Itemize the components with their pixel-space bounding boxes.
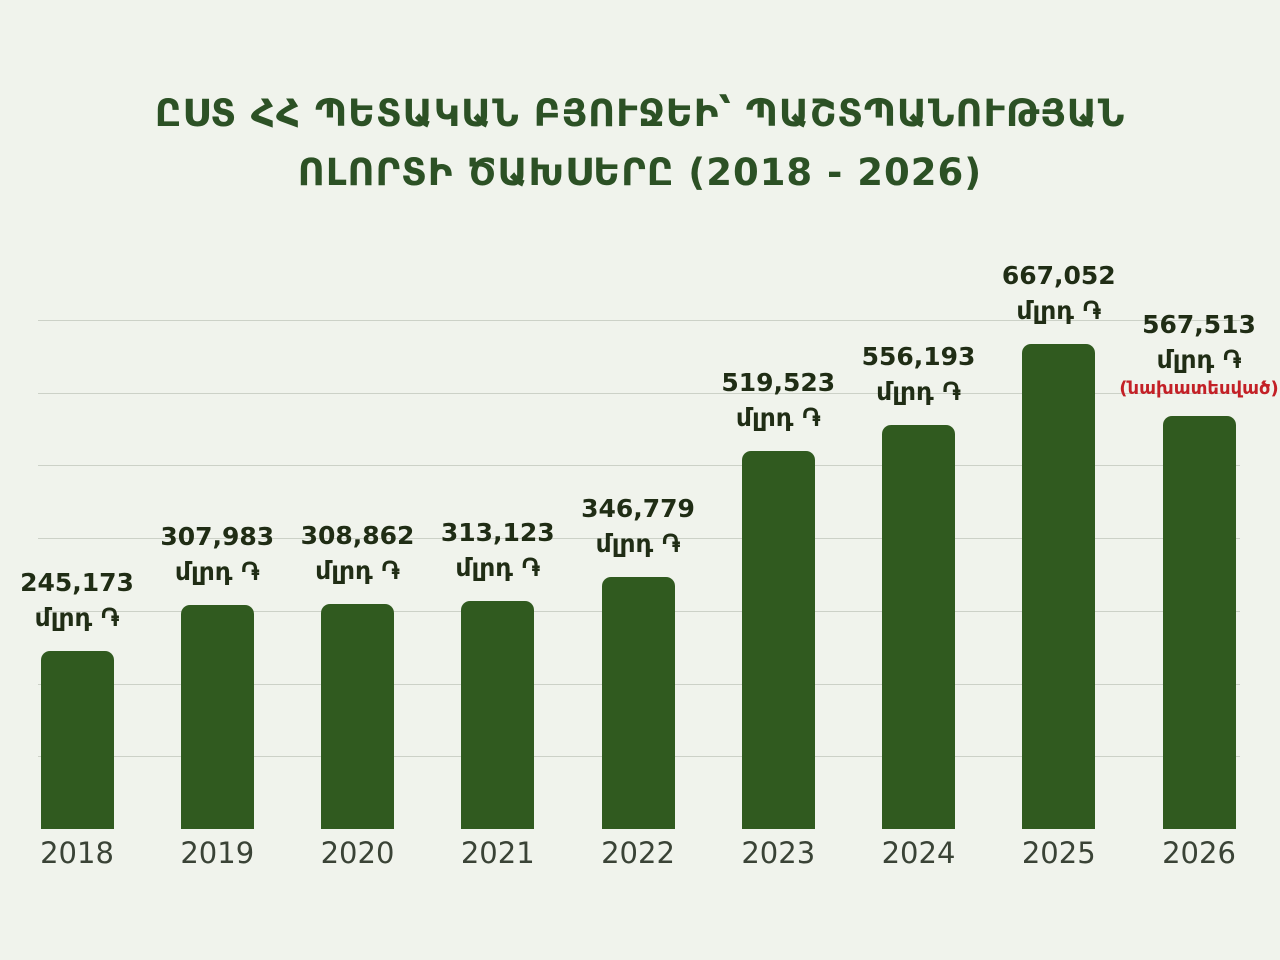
bar-value: 346,779 xyxy=(581,493,695,523)
bar-value: 307,983 xyxy=(160,522,275,552)
bar-value: 308,862 xyxy=(300,521,415,551)
gridline-600000 xyxy=(38,392,1240,394)
value-label-2018: 245,173 մլրդ ֏ xyxy=(0,565,187,635)
value-label-2019: 307,983 մլրդ ֏ xyxy=(107,519,327,589)
bar-unit: մլրդ ֏ xyxy=(315,556,400,586)
x-axis-label-2018: 2018 xyxy=(40,836,114,870)
gridline-700000 xyxy=(38,320,1240,321)
bar-value: 519,523 xyxy=(721,368,836,398)
bar-2018 xyxy=(40,650,114,829)
gridline-500000 xyxy=(38,465,1240,467)
bar-unit: մլրդ ֏ xyxy=(1016,295,1102,325)
value-label-2022: 346,779 մլրդ ֏ xyxy=(528,491,748,561)
bar-value: 313,123 xyxy=(440,518,555,548)
bar-unit: մլրդ ֏ xyxy=(1156,345,1242,375)
bar-value: 667,052 xyxy=(1001,260,1116,290)
chart-title: ԸՍՏ ՀՀ ՊԵՏԱԿԱՆ ԲՅՈՒՋԵԻ՝ ՊԱՇՏՊԱՆՈՒԹՅԱՆ ՈԼ… xyxy=(0,84,1280,202)
bar-2025 xyxy=(1022,343,1096,829)
value-label-2020: 308,862 մլրդ ֏ xyxy=(248,518,468,588)
value-label-2026: 567,513 մլրդ ֏ (նախատեսված) xyxy=(1089,307,1280,400)
value-label-2024: 556,193 մլրդ ֏ xyxy=(809,339,1029,409)
x-axis-label-2023: 2023 xyxy=(741,836,816,870)
bar-unit: մլրդ ֏ xyxy=(174,557,260,587)
bar-2022 xyxy=(601,576,675,829)
bar-unit: մլրդ ֏ xyxy=(735,403,821,433)
bar-2021 xyxy=(461,601,535,829)
bar-2019 xyxy=(180,605,254,829)
gridline-400000 xyxy=(38,538,1240,540)
x-axis-label-2021: 2021 xyxy=(460,836,535,870)
bar-value: 567,513 xyxy=(1142,310,1256,340)
value-label-2023: 519,523 մլրդ ֏ xyxy=(668,365,888,435)
bar-chart-plot-area: 245,173 մլրդ ֏ 307,983 մլրդ ֏ 308,862 մլրդ ֏ 3… xyxy=(20,261,1279,829)
bar-2020 xyxy=(321,604,394,829)
bar-value: 245,173 xyxy=(20,567,134,597)
x-axis-label-2024: 2024 xyxy=(881,836,956,870)
planned-note: (նախատեսված) xyxy=(1119,378,1279,400)
bar-unit: մլրդ ֏ xyxy=(34,602,120,632)
value-label-2025: 667,052 մլրդ ֏ xyxy=(949,258,1169,328)
x-axis-label-2019: 2019 xyxy=(180,836,255,870)
bar-unit: մլրդ ֏ xyxy=(876,376,961,406)
bar-2026 xyxy=(1162,416,1236,829)
x-axis-label-2026: 2026 xyxy=(1162,836,1236,870)
x-axis-label-2025: 2025 xyxy=(1021,836,1096,870)
bar-2023 xyxy=(741,451,815,829)
bar-2024 xyxy=(882,424,955,829)
x-axis-label-2022: 2022 xyxy=(601,836,675,870)
chart-title-line1: ԸՍՏ ՀՀ ՊԵՏԱԿԱՆ ԲՅՈՒՋԵԻ՝ ՊԱՇՏՊԱՆՈՒԹՅԱՆ xyxy=(154,92,1126,135)
chart-title-line2: ՈԼՈՐՏԻ ԾԱԽՍԵՐԸ (2018 - 2026) xyxy=(297,151,983,194)
bar-unit: մլրդ ֏ xyxy=(595,528,681,558)
bar-unit: մլրդ ֏ xyxy=(455,553,541,583)
bar-value: 556,193 xyxy=(861,341,976,371)
x-axis-label-2020: 2020 xyxy=(320,836,395,870)
value-label-2021: 313,123 մլրդ ֏ xyxy=(388,515,608,585)
